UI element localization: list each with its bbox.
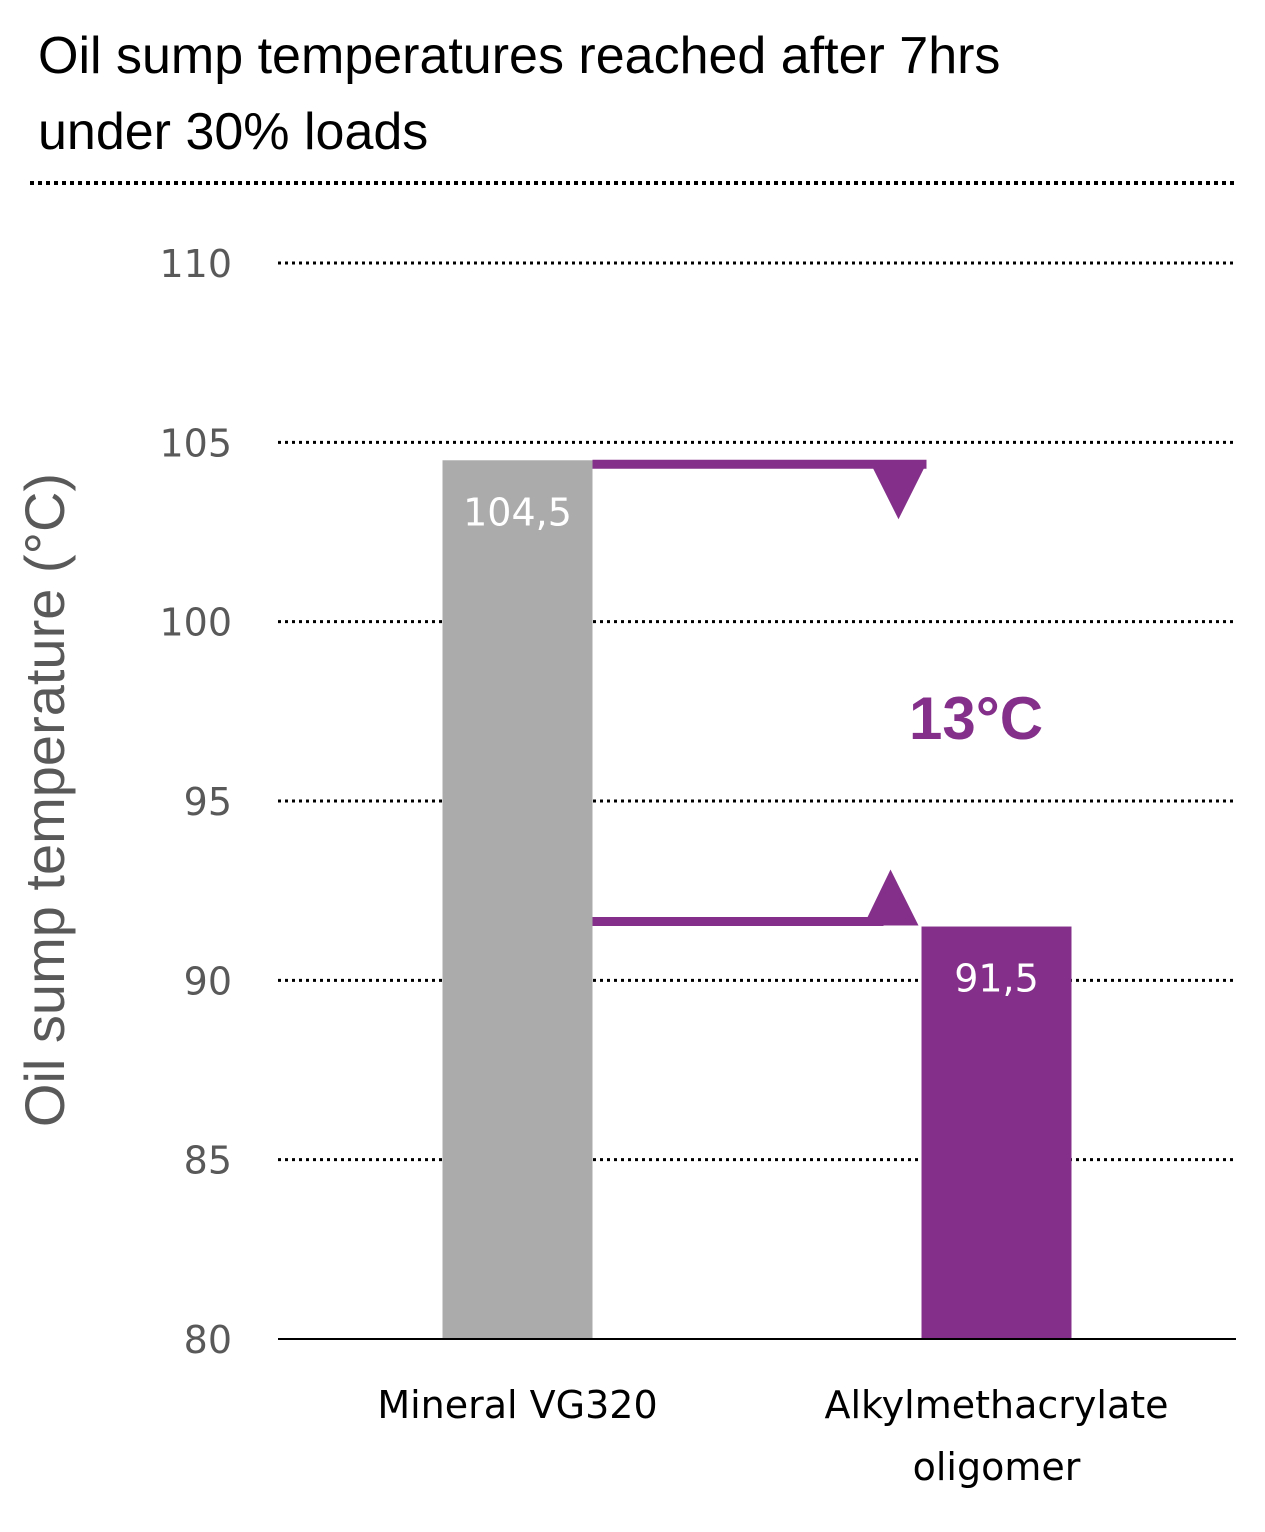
y-tick-label: 90 (184, 959, 232, 1003)
bar (921, 926, 1072, 1339)
data-label: 104,5 (463, 490, 572, 534)
y-tick-label: 95 (184, 780, 232, 824)
x-axis-categories: Mineral VG320 Alkylmethacrylate oligomer (377, 1383, 1168, 1489)
bar (442, 460, 593, 1339)
y-tick-label: 105 (159, 421, 232, 465)
y-tick-label: 80 (184, 1318, 232, 1362)
bars: 104,5 91,5 (442, 460, 1072, 1339)
chart-title-line: under 30% loads (38, 103, 428, 161)
difference-label: 13°C (909, 685, 1043, 752)
y-tick-label: 85 (184, 1139, 232, 1183)
gridlines (278, 261, 1236, 1162)
y-axis-label: Oil sump temperature (°C) (13, 473, 76, 1127)
chart-title: Oil sump temperatures reached after 7hrs… (38, 27, 1000, 161)
chart-title-line: Oil sump temperatures reached after 7hrs (38, 27, 1000, 85)
difference-annotation: 13°C (592, 459, 1043, 927)
x-category-label: Alkylmethacrylate (824, 1383, 1168, 1427)
y-tick-label: 110 (159, 242, 232, 286)
x-category-label: Mineral VG320 (377, 1383, 657, 1427)
y-tick-label: 100 (159, 601, 232, 645)
up-arrow-icon (863, 869, 919, 926)
y-axis-ticks: 80 85 90 95 100 105 110 (159, 242, 232, 1362)
x-category-label: oligomer (913, 1445, 1081, 1489)
data-label: 91,5 (954, 957, 1039, 1001)
down-arrow-icon (870, 463, 927, 520)
y-axis-title: Oil sump temperature (°C) (13, 473, 76, 1127)
